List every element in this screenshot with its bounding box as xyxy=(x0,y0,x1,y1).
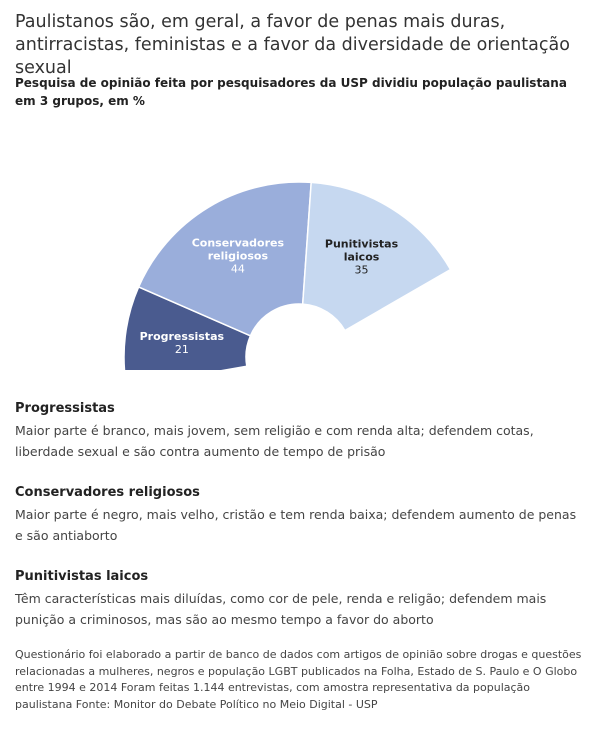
slice-label: laicos xyxy=(344,250,380,263)
slice-value: 21 xyxy=(175,343,189,356)
group-name: Progressistas xyxy=(15,401,115,416)
group-conservadores-religiosos: Conservadores religiosos Maior parte é n… xyxy=(15,484,585,546)
chart-title: Paulistanos são, em geral, a favor de pe… xyxy=(15,12,570,78)
group-punitivistas-laicos: Punitivistas laicos Têm características … xyxy=(15,568,585,630)
slice-punitivistas-laicos xyxy=(301,181,452,332)
slice-label: Conservadores xyxy=(192,237,285,250)
slice-label: religiosos xyxy=(208,250,269,263)
group-description: Maior parte é negro, mais velho, cristão… xyxy=(15,507,577,543)
slice-value: 44 xyxy=(231,263,245,276)
slice-label: Progressistas xyxy=(140,330,225,343)
source-note: Questionário foi elaborado a partir de b… xyxy=(15,648,582,711)
group-description: Têm características mais diluídas, como … xyxy=(15,591,547,627)
group-name: Conservadores religiosos xyxy=(15,485,200,500)
group-description: Maior parte é branco, mais jovem, sem re… xyxy=(15,423,534,459)
slice-value: 35 xyxy=(355,263,369,276)
group-name: Punitivistas laicos xyxy=(15,569,149,584)
group-progressistas: Progressistas Maior parte é branco, mais… xyxy=(15,400,585,462)
slice-label: Punitivistas xyxy=(325,237,399,250)
chart-subtitle: Pesquisa de opinião feita por pesquisado… xyxy=(15,76,567,108)
slice-conservadores-religiosos xyxy=(137,181,313,337)
